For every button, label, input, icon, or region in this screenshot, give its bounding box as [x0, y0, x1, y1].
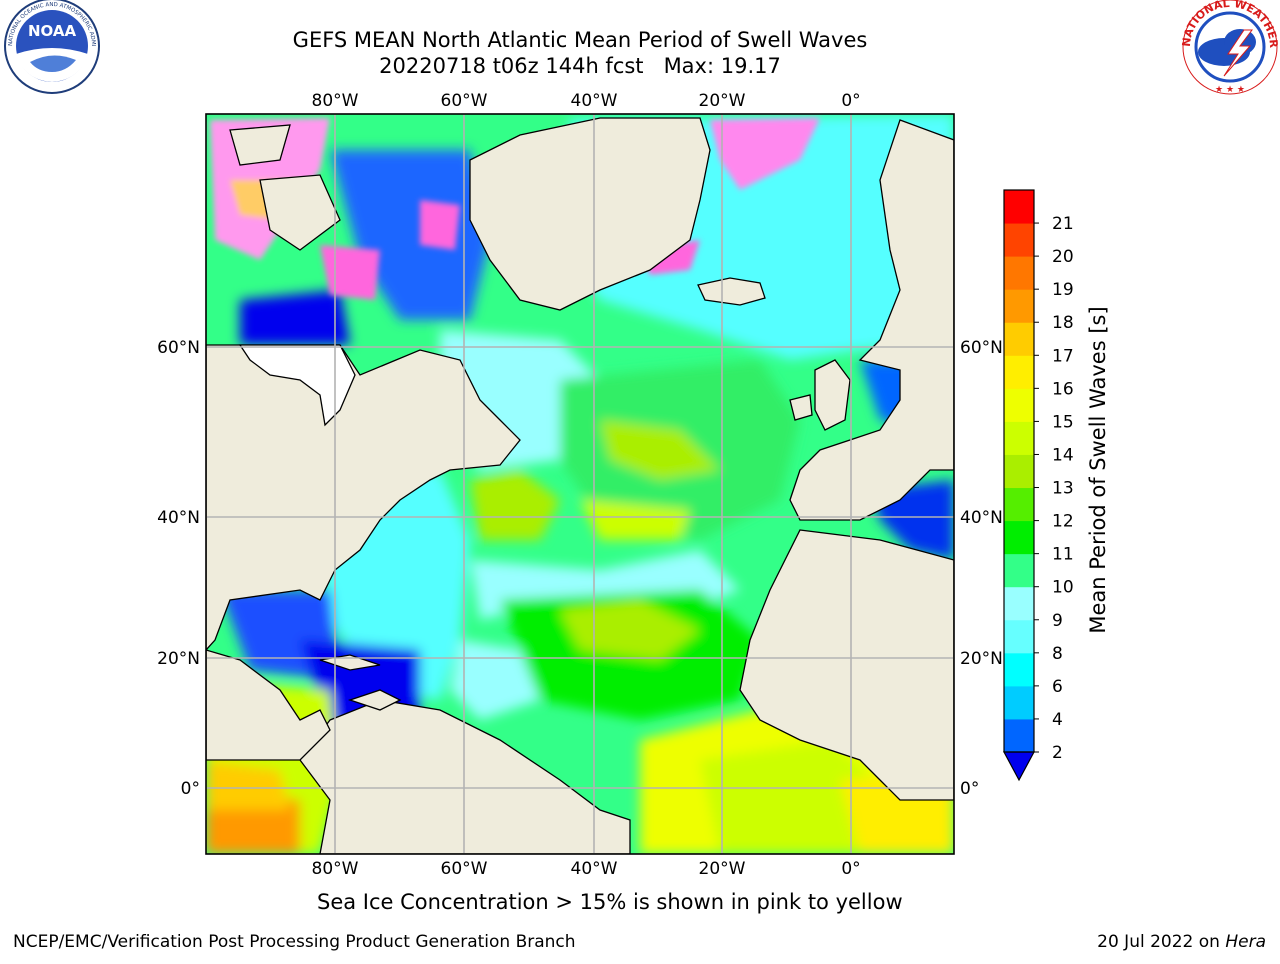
colorbar-tick-label: 21: [1052, 214, 1074, 234]
noaa-logo-text: NOAA: [28, 22, 77, 40]
colorbar-tick-label: 20: [1052, 247, 1074, 267]
lon-label-bottom-40w: 40°W: [571, 859, 618, 879]
lat-label-right-20n: 20°N: [960, 649, 1003, 669]
colorbar-segment: [1004, 487, 1034, 522]
footer-date: 20 Jul 2022 on Hera: [1097, 932, 1266, 952]
colorbar-segment: [1004, 652, 1034, 687]
colorbar-segment: [1004, 553, 1034, 588]
colorbar-segment: [1004, 322, 1034, 356]
colorbar-label: Mean Period of Swell Waves [s]: [1086, 306, 1110, 634]
colorbar-segment: [1004, 388, 1034, 422]
colorbar-tick-label: 8: [1052, 644, 1063, 664]
colorbar-tick-label: 11: [1052, 545, 1074, 565]
footer-host: Hera: [1225, 932, 1266, 952]
lat-label-left-40n: 40°N: [157, 508, 200, 528]
sea-ice-caption: Sea Ice Concentration > 15% is shown in …: [317, 890, 903, 914]
lat-label-left-0: 0°: [181, 779, 200, 799]
colorbar-segment: [1004, 190, 1034, 224]
colorbar-tick-label: 14: [1052, 445, 1074, 465]
lon-label-top-0: 0°: [841, 91, 860, 111]
lon-label-top-80w: 80°W: [312, 91, 359, 111]
colorbar: 2 4 6 8 9 10 11 12 13 14 15 16 17 18 19 20 21: [1002, 189, 1074, 782]
colorbar-tick-label: 13: [1052, 479, 1074, 499]
colorbar-segment: [1004, 619, 1034, 654]
colorbar-segment: [1004, 289, 1034, 323]
land-masses: [206, 117, 954, 854]
lon-label-top-40w: 40°W: [571, 91, 618, 111]
colorbar-segment: [1004, 586, 1034, 621]
colorbar-tick-label: 18: [1052, 313, 1074, 333]
colorbar-segment: [1004, 520, 1034, 555]
colorbar-segment: [1004, 355, 1034, 389]
colorbar-segment: [1004, 685, 1034, 720]
colorbar-segment: [1004, 454, 1034, 489]
map-title: GEFS MEAN North Atlantic Mean Period of …: [292, 28, 868, 52]
map-frame: [205, 113, 955, 855]
lon-label-bottom-20w: 20°W: [699, 859, 746, 879]
lat-label-left-60n: 60°N: [157, 338, 200, 358]
footer-date-text: 20 Jul 2022 on: [1097, 932, 1226, 952]
colorbar-tick-label: 9: [1052, 611, 1063, 631]
colorbar-segment: [1004, 421, 1034, 455]
lon-label-top-20w: 20°W: [699, 91, 746, 111]
lat-label-right-60n: 60°N: [960, 338, 1003, 358]
noaa-logo: NOAA NATIONAL OCEANIC AND ATMOSPHERIC AD…: [0, 0, 100, 94]
colorbar-frame: [1003, 189, 1035, 753]
lon-label-bottom-60w: 60°W: [441, 859, 488, 879]
colorbar-segment: [1004, 718, 1034, 753]
svg-text:NATIONAL WEATHER SERVICE: NATIONAL WEATHER SERVICE: [0, 0, 1280, 49]
colorbar-tick-label: 19: [1052, 280, 1074, 300]
lat-label-right-40n: 40°N: [960, 508, 1003, 528]
colorbar-tick-label: 16: [1052, 379, 1074, 399]
nws-ring-text: NATIONAL WEATHER SERVICE: [0, 0, 1280, 49]
colorbar-tick-label: 12: [1052, 512, 1074, 532]
colorbar-under-triangle: [1002, 751, 1036, 782]
nws-logo: NATIONAL WEATHER SERVICE ★ ★ ★: [0, 0, 1280, 95]
colorbar-segment: [1004, 223, 1034, 257]
colorbar-tick-label: 17: [1052, 346, 1074, 366]
lon-label-bottom-80w: 80°W: [312, 859, 359, 879]
colorbar-tick-label: 4: [1052, 710, 1063, 730]
lon-label-bottom-0: 0°: [841, 859, 860, 879]
svg-text:★ ★ ★: ★ ★ ★: [1215, 85, 1245, 95]
footer-credit: NCEP/EMC/Verification Post Processing Pr…: [13, 932, 576, 952]
colorbar-tick-label: 6: [1052, 677, 1063, 697]
colorbar-tick-label: 10: [1052, 578, 1074, 598]
colorbar-tick-label: 15: [1052, 412, 1074, 432]
map-subtitle: 20220718 t06z 144h fcst Max: 19.17: [379, 54, 781, 78]
lat-label-right-0: 0°: [960, 779, 979, 799]
lat-label-left-20n: 20°N: [157, 649, 200, 669]
gridlines: [206, 114, 954, 854]
map-field: [206, 114, 954, 854]
colorbar-tick-label: 2: [1052, 743, 1063, 763]
lon-label-top-60w: 60°W: [441, 91, 488, 111]
colorbar-segment: [1004, 256, 1034, 290]
